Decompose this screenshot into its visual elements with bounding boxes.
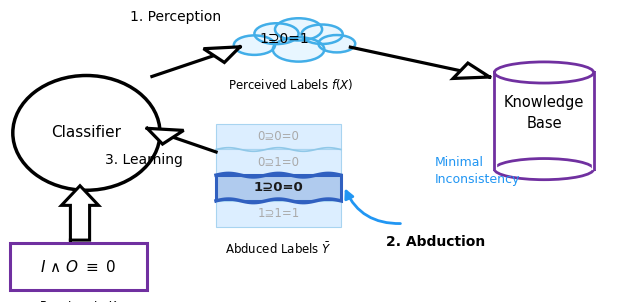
Bar	[494, 72, 594, 169]
Text: Abduced Labels $\bar{Y}$: Abduced Labels $\bar{Y}$	[225, 242, 332, 257]
Polygon shape	[204, 47, 240, 63]
Text: 1⊇0=1: 1⊇0=1	[260, 32, 310, 46]
Circle shape	[301, 24, 343, 44]
Bar	[216, 124, 340, 149]
Bar	[216, 149, 340, 175]
Ellipse shape	[494, 62, 594, 83]
Text: Knowledge
Base: Knowledge Base	[504, 95, 584, 131]
Polygon shape	[493, 72, 497, 169]
Text: 1⊇1=1: 1⊇1=1	[257, 207, 300, 220]
Circle shape	[275, 18, 322, 40]
Bar	[216, 201, 340, 226]
Text: 2. Abduction: 2. Abduction	[385, 235, 485, 249]
Circle shape	[273, 37, 324, 62]
Polygon shape	[453, 63, 490, 79]
Polygon shape	[591, 72, 595, 169]
Text: 3. Learning: 3. Learning	[105, 153, 183, 167]
Text: Raw Inputs $X$: Raw Inputs $X$	[39, 299, 118, 302]
Text: $\mathit{I}$ $\wedge$ $\mathit{O}$ $\equiv$ $\mathit{0}$: $\mathit{I}$ $\wedge$ $\mathit{O}$ $\equ…	[40, 259, 116, 275]
Circle shape	[255, 23, 298, 44]
Bar	[10, 243, 147, 290]
Circle shape	[319, 35, 355, 53]
Text: Minimal
Inconsistency: Minimal Inconsistency	[435, 156, 520, 186]
Text: Perceived Labels $f(X)$: Perceived Labels $f(X)$	[228, 77, 354, 92]
Text: 1. Perception: 1. Perception	[131, 10, 221, 24]
Text: Classifier: Classifier	[51, 125, 122, 140]
Bar	[216, 175, 340, 201]
Circle shape	[234, 35, 275, 55]
Text: 0⊇1=0: 0⊇1=0	[257, 156, 300, 169]
Polygon shape	[147, 128, 184, 144]
Polygon shape	[61, 186, 99, 240]
Text: 0⊇0=0: 0⊇0=0	[257, 130, 300, 143]
Text: 1⊇0=0: 1⊇0=0	[253, 182, 303, 194]
FancyArrowPatch shape	[346, 191, 401, 223]
Ellipse shape	[494, 159, 594, 180]
